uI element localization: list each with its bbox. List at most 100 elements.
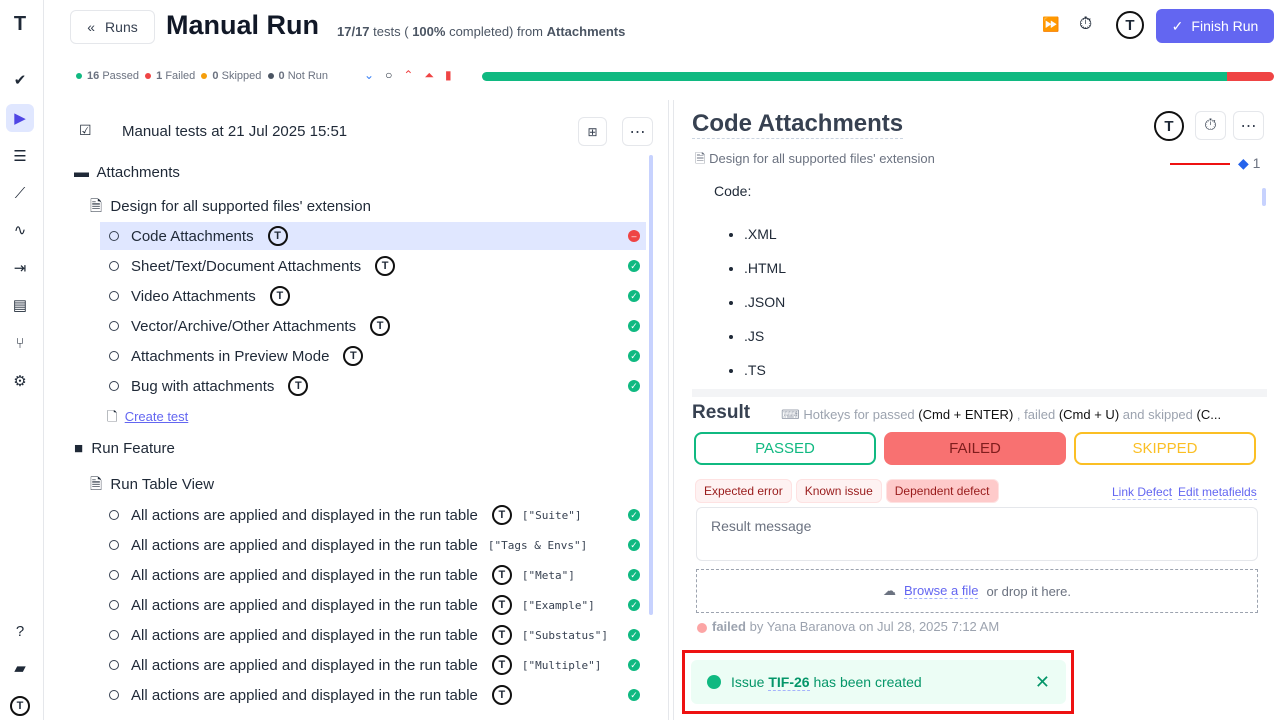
- skipped-button[interactable]: SKIPPED: [1074, 432, 1256, 465]
- jira-issue-indicator[interactable]: ◆ 1: [1238, 155, 1261, 171]
- assignee-avatar: T: [370, 316, 391, 336]
- create-test-link[interactable]: 🗋 Create test: [107, 409, 189, 424]
- case-design[interactable]: 🗎 Design for all supported files' extens…: [90, 196, 371, 221]
- upload-cloud-icon: ☁: [883, 583, 897, 598]
- bookmark-icon[interactable]: ▮: [444, 68, 452, 82]
- help-icon[interactable]: ?: [15, 622, 25, 640]
- file-dropzone[interactable]: ☁ Browse a file or drop it here.: [696, 569, 1258, 613]
- test-name: All actions are applied and displayed in…: [131, 626, 478, 644]
- notrun-count: 0: [278, 70, 285, 82]
- sidebar: T ✔ ▶ ☰ ⟋ ∿ ⇥ ▤ ⑂ ⚙ ? ▰ T: [0, 0, 44, 720]
- toast-notification: Issue TIF-26 has been created ✕: [691, 660, 1066, 704]
- pill-dependent-defect[interactable]: Dependent defect: [885, 479, 999, 503]
- finish-run-button[interactable]: ✓ Finish Run: [1156, 9, 1274, 43]
- passed-status-icon: ✓: [628, 260, 640, 272]
- suite-attachments[interactable]: ▬ Attachments: [74, 164, 180, 181]
- test-tag: ["Meta"]: [521, 568, 575, 582]
- link-defect[interactable]: Link Defect: [1112, 485, 1173, 500]
- test-row[interactable]: Attachments in Preview Mode T ✓: [100, 342, 646, 370]
- pill-known-issue[interactable]: Known issue: [795, 479, 882, 503]
- panel-resizer[interactable]: [668, 100, 674, 720]
- jira-diamond-icon: ◆: [1238, 155, 1249, 171]
- status-circle-icon: [109, 321, 119, 331]
- chevron-down-icon[interactable]: ⌄: [364, 68, 375, 82]
- passed-button[interactable]: PASSED: [694, 432, 876, 465]
- test-name: All actions are applied and displayed in…: [131, 656, 478, 674]
- folder-icon[interactable]: ▰: [14, 660, 26, 677]
- passed-status-icon: ✓: [628, 629, 640, 641]
- detail-title[interactable]: Code Attachments: [692, 110, 904, 139]
- issue-link[interactable]: TIF-26: [768, 674, 810, 691]
- chart-icon[interactable]: ▤: [12, 297, 28, 314]
- branch-icon[interactable]: ⑂: [15, 334, 25, 352]
- more-options-button[interactable]: ⋯: [622, 117, 653, 146]
- passed-status-icon: ✓: [628, 380, 640, 392]
- assignee-avatar[interactable]: T: [1154, 111, 1184, 141]
- extension-item: .XML: [744, 226, 786, 242]
- activity-icon[interactable]: ∿: [13, 222, 27, 239]
- test-row[interactable]: Vector/Archive/Other Attachments T ✓: [100, 312, 646, 340]
- skipped-count: 0: [212, 70, 219, 82]
- result-links: Link Defect Edit metafields: [1112, 485, 1257, 500]
- test-name: Video Attachments: [131, 287, 256, 305]
- user-avatar[interactable]: T: [1116, 11, 1144, 39]
- count: 17/17: [337, 24, 370, 39]
- test-row[interactable]: All actions are applied and displayed in…: [100, 591, 646, 619]
- run-play-icon[interactable]: ▶: [6, 104, 34, 132]
- avatar[interactable]: T: [6, 692, 34, 720]
- tree-scrollbar[interactable]: [649, 155, 653, 615]
- double-chevron-up-icon[interactable]: ⏶: [424, 68, 434, 82]
- back-to-runs-button[interactable]: « Runs: [70, 10, 155, 44]
- test-row[interactable]: All actions are applied and displayed in…: [100, 681, 646, 709]
- timer-icon[interactable]: ⏱: [1079, 14, 1093, 33]
- browse-file-link[interactable]: Browse a file: [904, 583, 979, 599]
- status-circle-icon: [109, 540, 119, 550]
- fast-forward-icon[interactable]: ⏩: [1042, 16, 1060, 32]
- check-icon[interactable]: ✔: [13, 72, 27, 89]
- test-row[interactable]: Video Attachments T ✓: [100, 282, 646, 310]
- keyboard-icon: ⌨: [781, 407, 800, 422]
- chevron-up-icon[interactable]: ⌃: [403, 68, 414, 82]
- assignee-avatar: T: [375, 256, 396, 276]
- test-tag: ["Multiple"]: [521, 658, 602, 672]
- assignee-avatar: T: [269, 286, 290, 306]
- failed-button[interactable]: FAILED: [884, 432, 1066, 465]
- close-icon[interactable]: ✕: [1034, 671, 1050, 692]
- test-tag: ["Example"]: [521, 598, 595, 612]
- passed-status-icon: ✓: [628, 509, 640, 521]
- assignee-avatar: T: [267, 226, 288, 246]
- result-history: failed by Yana Baranova on Jul 28, 2025 …: [697, 619, 999, 634]
- test-row[interactable]: Code Attachments T –: [100, 222, 646, 250]
- steps-icon[interactable]: ⟋: [14, 184, 26, 202]
- test-row[interactable]: All actions are applied and displayed in…: [100, 561, 646, 589]
- suite-run-feature[interactable]: ■ Run Feature: [74, 440, 175, 457]
- pill-expected-error[interactable]: Expected error: [695, 479, 792, 503]
- test-row[interactable]: All actions are applied and displayed in…: [100, 501, 646, 529]
- test-row[interactable]: All actions are applied and displayed in…: [100, 621, 646, 649]
- edit-metafields[interactable]: Edit metafields: [1178, 485, 1257, 500]
- assignee-avatar: T: [343, 346, 364, 366]
- detail-more-button[interactable]: ⋯: [1233, 111, 1264, 140]
- circle-icon[interactable]: ○: [385, 68, 393, 82]
- detail-breadcrumb[interactable]: 🗎 Design for all supported files' extens…: [695, 151, 935, 166]
- section-resizer[interactable]: [692, 389, 1267, 397]
- failed-status-icon: –: [628, 230, 640, 242]
- status-stats: 16 Passed 1 Failed 0 Skipped 0 Not Run: [76, 70, 328, 82]
- test-row[interactable]: All actions are applied and displayed in…: [100, 531, 646, 559]
- result-message-input[interactable]: Result message: [696, 507, 1258, 561]
- test-name: Vector/Archive/Other Attachments: [131, 317, 357, 335]
- timer-button[interactable]: ⏱: [1195, 111, 1226, 140]
- import-icon[interactable]: ⇥: [13, 260, 27, 277]
- checklist-icon[interactable]: ☰: [13, 148, 27, 165]
- extension-item: .TS: [744, 362, 786, 378]
- app-logo-icon[interactable]: T: [13, 12, 27, 35]
- extension-list: .XML .HTML .JSON .JS .TS: [744, 226, 786, 396]
- status-circle-icon: [109, 630, 119, 640]
- test-row[interactable]: Bug with attachments T ✓: [100, 372, 646, 400]
- test-row[interactable]: All actions are applied and displayed in…: [100, 651, 646, 679]
- gear-icon[interactable]: ⚙: [13, 373, 27, 390]
- case-run-table[interactable]: 🗎 Run Table View: [90, 474, 214, 499]
- test-row[interactable]: Sheet/Text/Document Attachments T ✓: [100, 252, 646, 280]
- tree-view-button[interactable]: ⊞: [578, 117, 607, 146]
- detail-scrollbar[interactable]: [1262, 188, 1266, 206]
